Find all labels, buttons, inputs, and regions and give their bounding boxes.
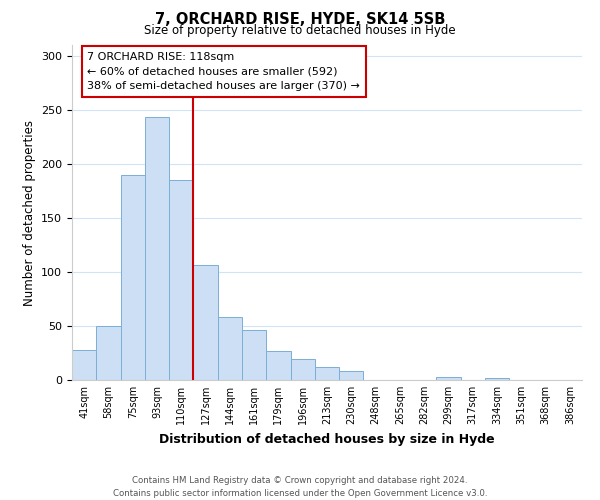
Bar bbox=[315, 367, 339, 380]
Bar bbox=[436, 377, 461, 380]
Bar bbox=[218, 318, 242, 380]
Bar bbox=[145, 118, 169, 380]
Bar bbox=[193, 266, 218, 380]
Bar bbox=[242, 330, 266, 380]
Bar bbox=[339, 372, 364, 380]
Text: Contains HM Land Registry data © Crown copyright and database right 2024.
Contai: Contains HM Land Registry data © Crown c… bbox=[113, 476, 487, 498]
Bar bbox=[290, 360, 315, 380]
Y-axis label: Number of detached properties: Number of detached properties bbox=[23, 120, 35, 306]
Bar bbox=[96, 326, 121, 380]
Text: 7, ORCHARD RISE, HYDE, SK14 5SB: 7, ORCHARD RISE, HYDE, SK14 5SB bbox=[155, 12, 445, 28]
Bar bbox=[121, 174, 145, 380]
Bar bbox=[266, 351, 290, 380]
Text: Size of property relative to detached houses in Hyde: Size of property relative to detached ho… bbox=[144, 24, 456, 37]
Bar bbox=[485, 378, 509, 380]
Bar bbox=[169, 180, 193, 380]
Text: 7 ORCHARD RISE: 118sqm
← 60% of detached houses are smaller (592)
38% of semi-de: 7 ORCHARD RISE: 118sqm ← 60% of detached… bbox=[88, 52, 360, 92]
X-axis label: Distribution of detached houses by size in Hyde: Distribution of detached houses by size … bbox=[159, 432, 495, 446]
Bar bbox=[72, 350, 96, 380]
